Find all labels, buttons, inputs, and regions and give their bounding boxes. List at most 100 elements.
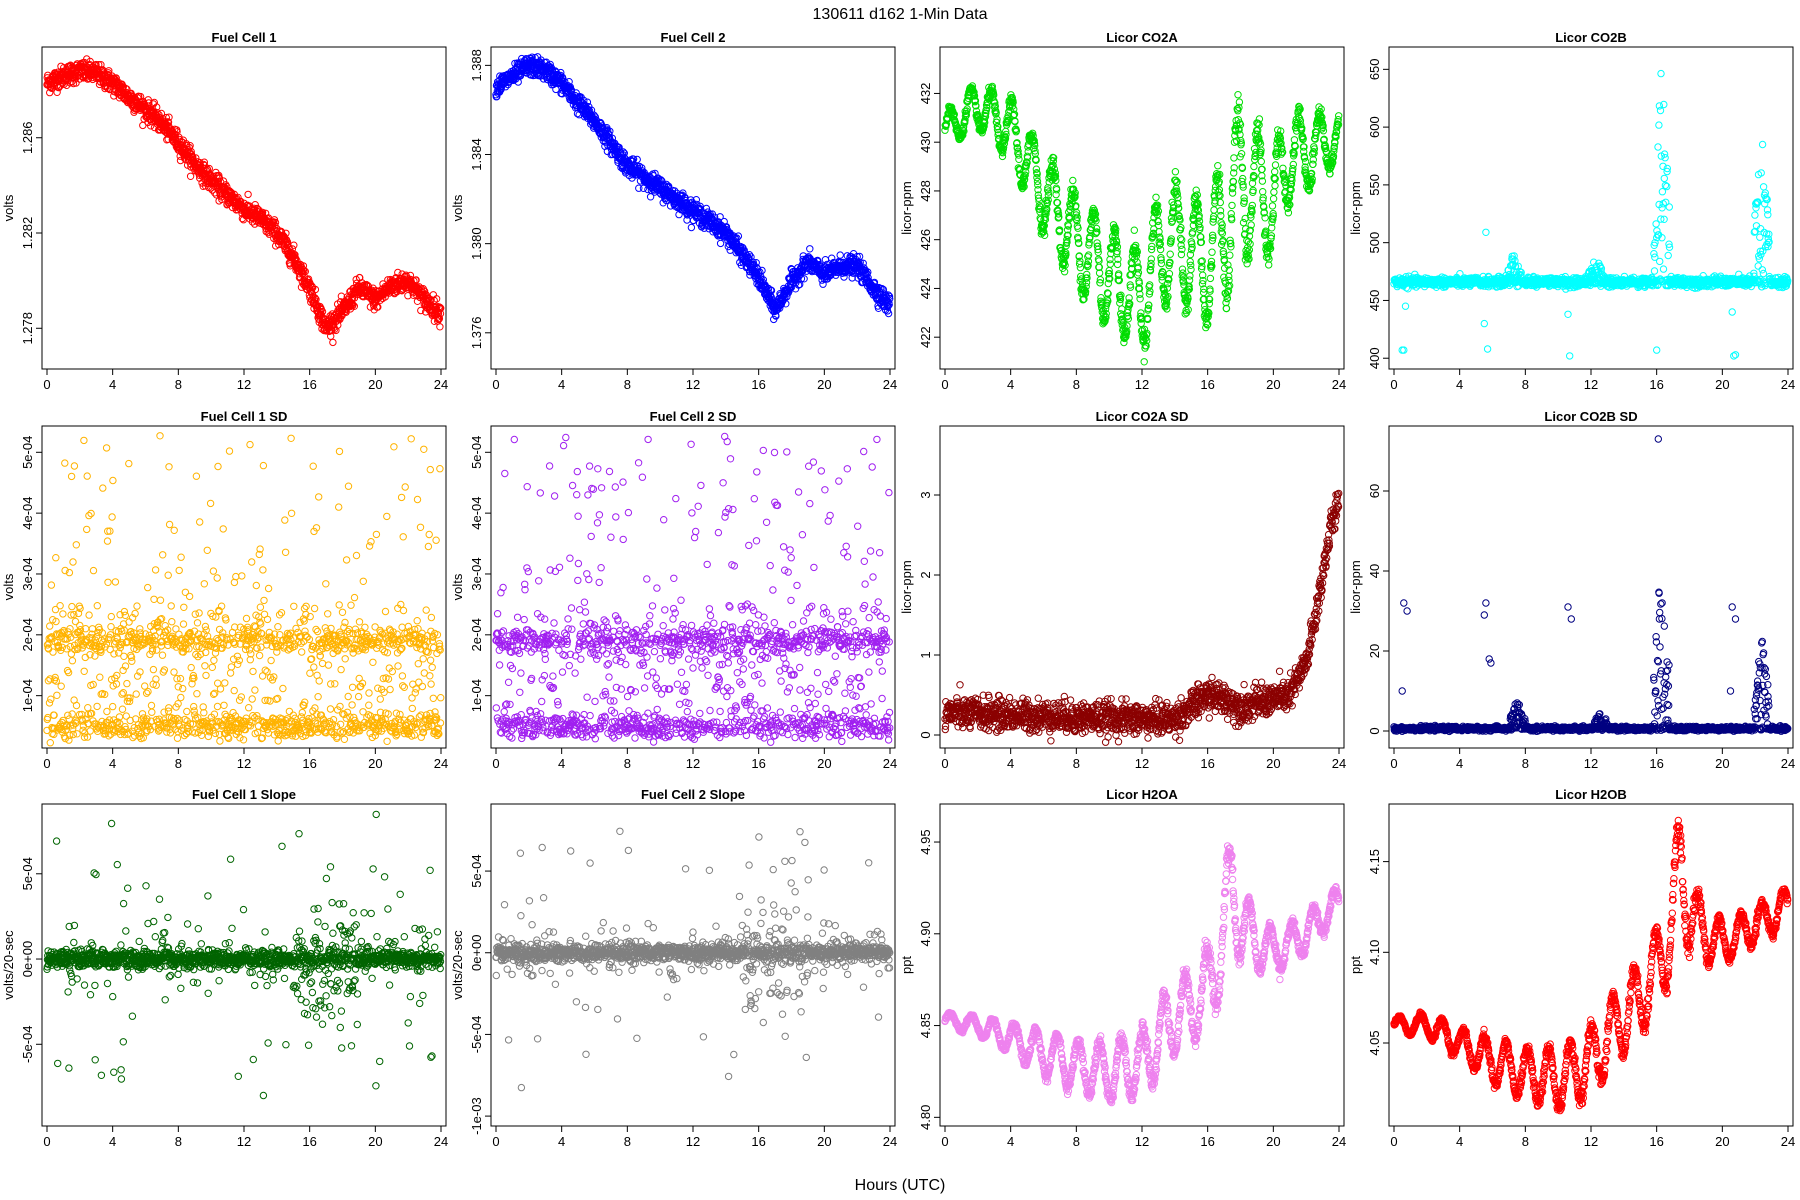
x-axis: 0 4 8 12 16 20 24: [492, 369, 897, 392]
y-tick-label: 1.282: [20, 217, 35, 250]
data-point: [1335, 112, 1343, 120]
y-tick-label: 424: [918, 278, 933, 300]
data-point: [1171, 168, 1180, 176]
panel-title: Fuel Cell 2: [660, 30, 725, 45]
data-point: [164, 118, 173, 127]
data-point: [1270, 188, 1278, 196]
x-tick-label: 24: [1332, 377, 1346, 392]
x-tick-label: 16: [1200, 377, 1214, 392]
data-point: [105, 67, 113, 75]
data-point: [1269, 195, 1278, 203]
x-axis: 0 4 8 12 16 20 24: [43, 369, 448, 392]
x-tick-label: 16: [751, 377, 765, 392]
y-tick-label: 426: [918, 229, 933, 251]
x-tick-label: 20: [817, 377, 831, 392]
data-point: [836, 251, 844, 259]
data-point: [46, 88, 54, 97]
data-points: [941, 82, 1343, 366]
panel-title: Fuel Cell 1: [211, 30, 276, 45]
data-points: [43, 55, 445, 347]
y-tick-label: 430: [918, 131, 933, 153]
data-point: [1257, 157, 1266, 166]
data-point: [147, 122, 155, 130]
data-point: [1130, 226, 1139, 234]
y-tick-label: 428: [918, 180, 933, 202]
data-point: [186, 172, 195, 181]
panel-title: Licor CO2B: [1555, 30, 1627, 45]
x-tick-label: 0: [492, 377, 499, 392]
y-axis: 422 424 426 428 430 432: [918, 83, 940, 348]
x-tick-label: 8: [1073, 377, 1080, 392]
x-axis: 0 4 8 12 16 20 24: [941, 369, 1346, 392]
y-tick-label: 1.388: [469, 49, 484, 82]
data-point: [1230, 154, 1238, 162]
data-point: [176, 156, 185, 165]
x-tick-label: 12: [686, 377, 700, 392]
data-point: [165, 113, 173, 121]
data-point: [1155, 221, 1163, 230]
x-tick-label: 24: [434, 377, 448, 392]
data-point: [1217, 211, 1225, 220]
data-point: [53, 88, 61, 97]
x-tick-label: 8: [624, 377, 631, 392]
data-point: [1271, 181, 1279, 190]
data-point: [1136, 295, 1144, 303]
data-point: [244, 190, 252, 199]
figure-title: 130611 d162 1-Min Data: [813, 6, 988, 23]
y-tick-label: 1.286: [20, 121, 35, 154]
y-tick-label: 1.278: [20, 312, 35, 345]
y-tick-label: 1.380: [469, 227, 484, 260]
data-point: [1259, 188, 1267, 196]
data-points: [1390, 69, 1792, 360]
x-tick-label: 4: [1007, 377, 1014, 392]
data-point: [150, 98, 159, 107]
data-point: [1210, 206, 1218, 214]
data-point: [329, 338, 337, 347]
panel-title: Licor CO2A: [1106, 30, 1178, 45]
x-tick-label: 20: [368, 377, 382, 392]
y-tick-label: 1.376: [469, 317, 484, 350]
data-point: [1289, 160, 1298, 169]
data-point: [57, 75, 65, 83]
y-axis: 1.376 1.380 1.384 1.388: [469, 49, 491, 349]
data-point: [153, 109, 161, 117]
data-point: [1268, 202, 1277, 210]
data-point: [1226, 251, 1234, 259]
data-point: [1214, 162, 1222, 170]
y-tick-label: 432: [918, 83, 933, 105]
x-tick-label: 24: [883, 377, 897, 392]
x-tick-label: 4: [109, 377, 116, 392]
data-point: [1106, 260, 1115, 268]
y-axis: 1.278 1.282 1.286: [20, 121, 42, 345]
data-point: [145, 99, 153, 107]
figure-xlabel: Hours (UTC): [855, 1177, 946, 1194]
data-point: [806, 245, 814, 253]
data-point: [1250, 162, 1258, 171]
data-point: [1228, 201, 1236, 210]
data-point: [1271, 168, 1279, 176]
y-tick-label: 422: [918, 326, 933, 348]
data-point: [92, 60, 100, 69]
data-point: [95, 60, 103, 69]
data-point: [1239, 218, 1248, 227]
data-points: [492, 53, 894, 324]
x-tick-label: 8: [175, 377, 182, 392]
y-tick-label: 1.384: [469, 138, 484, 171]
data-point: [1015, 155, 1023, 164]
data-point: [436, 323, 444, 331]
x-tick-label: 0: [43, 377, 50, 392]
data-point: [1069, 176, 1077, 185]
y-axis-label: volts: [450, 194, 465, 221]
data-point: [1309, 156, 1318, 164]
data-point: [153, 103, 161, 111]
x-tick-label: 20: [1266, 377, 1280, 392]
data-point: [1234, 91, 1242, 99]
y-axis-label: licor-ppm: [899, 181, 914, 234]
data-point: [1147, 255, 1156, 263]
data-point: [1076, 263, 1085, 272]
x-tick-label: 12: [1135, 377, 1149, 392]
